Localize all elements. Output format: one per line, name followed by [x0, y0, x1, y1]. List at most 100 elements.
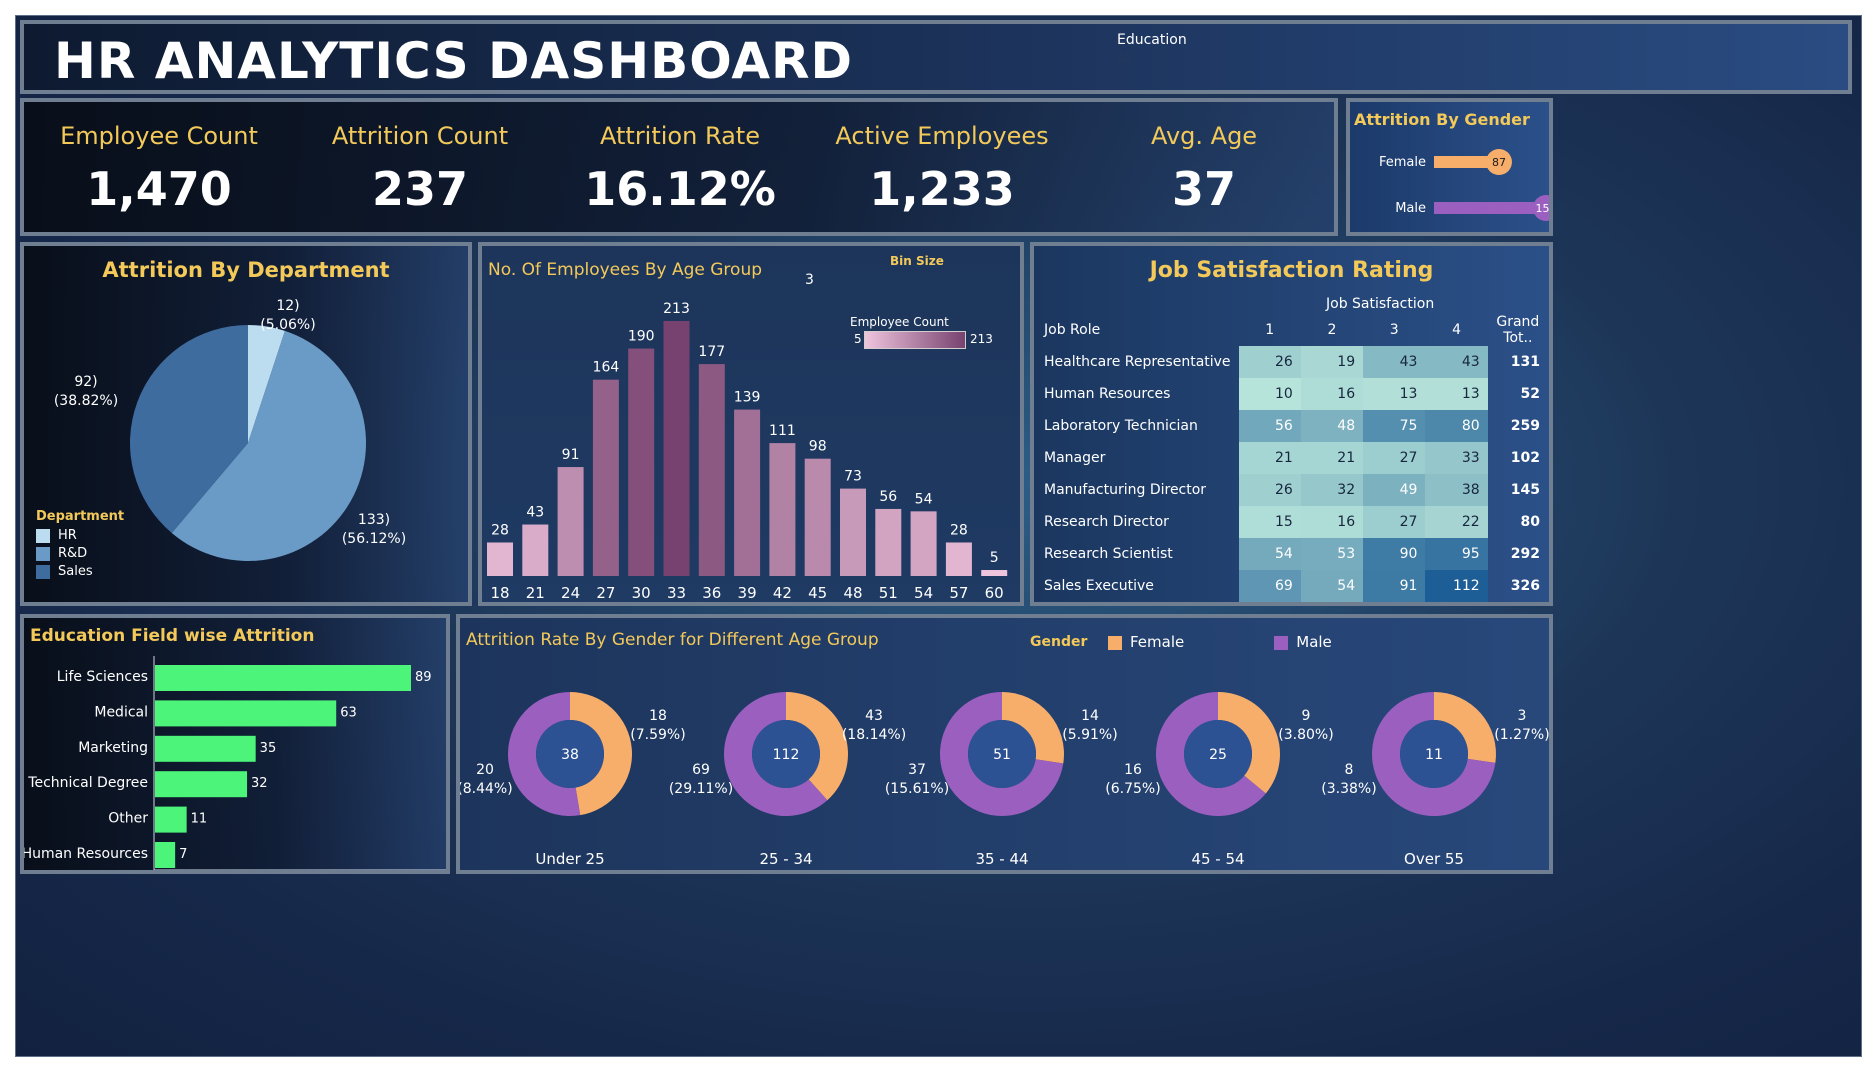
age-bar[interactable] [804, 458, 831, 576]
donut-segment[interactable] [1434, 692, 1496, 763]
kpi-value: 1,233 [869, 162, 1015, 216]
age-bar[interactable] [734, 409, 761, 576]
age-axis-label: 42 [773, 584, 792, 602]
donut-segment[interactable] [786, 692, 848, 801]
age-axis-label: 51 [879, 584, 898, 602]
age-bar[interactable] [769, 443, 796, 576]
pie-slice-value: 12) [276, 298, 299, 314]
edu-bar[interactable] [155, 806, 187, 833]
age-bar-value: 43 [526, 505, 544, 521]
donut-male-percent: (15.61%) [885, 781, 949, 797]
education-filter-dropdown[interactable]: All [1117, 52, 1134, 67]
donut-center [536, 720, 604, 788]
job-role-cell: Human Resources [1044, 386, 1171, 402]
donut-segment[interactable] [1371, 692, 1496, 816]
satisfaction-cell: 13 [1425, 378, 1488, 410]
donut-female-percent: (1.27%) [1494, 727, 1549, 743]
satisfaction-cell: 80 [1425, 410, 1488, 442]
donut-segment[interactable] [1218, 692, 1280, 794]
edu-bar[interactable] [155, 771, 248, 798]
job-satisfaction-panel: Job Satisfaction Rating Job Satisfaction… [1030, 242, 1553, 606]
satisfaction-cell: 69 [1238, 570, 1301, 602]
department-legend-item[interactable]: Sales [36, 564, 124, 579]
satisfaction-cell: 38 [1425, 474, 1488, 506]
gender-bar-label: Male [1395, 201, 1426, 216]
donut-female-value: 3 [1518, 708, 1527, 724]
department-legend-title: Department [36, 509, 125, 524]
table-row: Sales Representative1221272383 [1036, 602, 1548, 606]
edu-category-label: Human Resources [24, 846, 148, 862]
satisfaction-cell: 26 [1238, 346, 1301, 378]
bin-size-value[interactable]: 3 [805, 272, 814, 288]
age-bar[interactable] [663, 321, 690, 576]
department-legend-item[interactable]: R&D [36, 546, 124, 561]
age-bar[interactable] [592, 379, 619, 576]
donut-segment[interactable] [1002, 692, 1064, 764]
age-bar[interactable] [557, 467, 584, 576]
table-row: Healthcare Representative 26 19 43 43 131 [1036, 346, 1548, 378]
employee-count-legend-gradient [864, 331, 966, 349]
satisfaction-cell: 27 [1363, 602, 1425, 606]
donut-segment[interactable] [508, 692, 581, 816]
gender-legend-title: Gender [1030, 634, 1088, 650]
gender-legend-item[interactable]: Male [1274, 633, 1332, 651]
satisfaction-cell: 90 [1363, 538, 1426, 570]
donut-segment[interactable] [570, 692, 632, 816]
gender-attrition-title: Attrition By Gender [1354, 110, 1530, 129]
satisfaction-cell: 16 [1300, 378, 1364, 410]
donut-center [1184, 720, 1252, 788]
donut-segment[interactable] [939, 692, 1064, 816]
gender-bar-end [1485, 149, 1512, 175]
employee-count-legend-max: 213 [970, 332, 993, 346]
edu-category-label: Technical Degree [27, 775, 148, 791]
gender-legend-item[interactable]: Female [1108, 633, 1184, 651]
age-bar[interactable] [875, 508, 902, 576]
education-field-title: Education Field wise Attrition [30, 626, 315, 646]
age-bar[interactable] [698, 364, 725, 576]
donut-female-percent: (5.91%) [1062, 727, 1117, 743]
donut-total: 38 [561, 747, 579, 763]
donut-center [968, 720, 1036, 788]
age-bar[interactable] [981, 570, 1008, 576]
age-bar[interactable] [487, 542, 513, 576]
gender-bar [1434, 156, 1499, 168]
edu-bar[interactable] [155, 700, 337, 727]
age-axis-label: 24 [561, 584, 580, 602]
satisfaction-cell: 26 [1238, 474, 1301, 506]
age-axis-label: 21 [526, 584, 545, 602]
satisfaction-cell: 54 [1238, 538, 1301, 570]
kpi-value: 237 [371, 162, 469, 216]
job-role-cell: Research Director [1044, 514, 1169, 530]
satisfaction-cell: 10 [1238, 378, 1301, 410]
edu-bar-value: 89 [415, 670, 432, 685]
satisfaction-cell: 21 [1238, 442, 1301, 474]
edu-bar[interactable] [155, 735, 256, 762]
bin-size-label: Bin Size [890, 254, 944, 268]
edu-bar[interactable] [155, 665, 411, 691]
age-bar-value: 5 [990, 550, 999, 566]
page-title: HR ANALYTICS DASHBOARD [54, 32, 854, 90]
age-bar-value: 73 [844, 469, 862, 485]
gender-bar [1434, 202, 1546, 214]
row-total-cell: 83 [1488, 602, 1548, 606]
satisfaction-cell: 27 [1363, 442, 1426, 474]
edu-category-label: Other [108, 811, 148, 827]
age-bar-value: 28 [950, 522, 968, 538]
edu-bar[interactable] [155, 842, 176, 868]
age-bar[interactable] [522, 524, 549, 576]
table-header: Grand Tot.. [1496, 314, 1540, 346]
age-bar[interactable] [945, 542, 972, 576]
donut-female-value: 43 [865, 708, 883, 724]
gender-age-title: Attrition Rate By Gender for Different A… [466, 630, 879, 650]
table-row: Manager 21 21 27 33 102 [1036, 442, 1548, 474]
satisfaction-cell: 15 [1238, 506, 1301, 538]
age-bar[interactable] [910, 511, 937, 576]
donut-segment[interactable] [1156, 692, 1266, 816]
donut-female-percent: (7.59%) [630, 727, 685, 743]
donut-segment[interactable] [724, 692, 828, 816]
age-bar[interactable] [840, 488, 866, 576]
department-legend-item[interactable]: HR [36, 528, 124, 543]
age-bar[interactable] [628, 348, 655, 576]
department-legend: Department HR R&D Sales [36, 509, 124, 582]
edu-bar-value: 7 [179, 847, 187, 862]
